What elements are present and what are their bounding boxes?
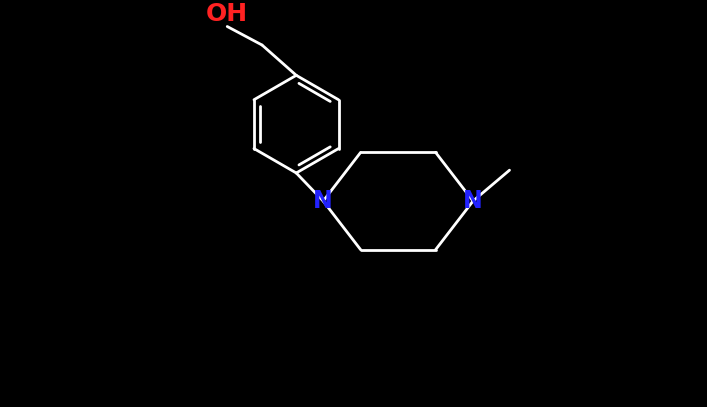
Text: OH: OH [206, 2, 248, 26]
Text: N: N [313, 189, 333, 213]
Text: N: N [463, 189, 483, 213]
